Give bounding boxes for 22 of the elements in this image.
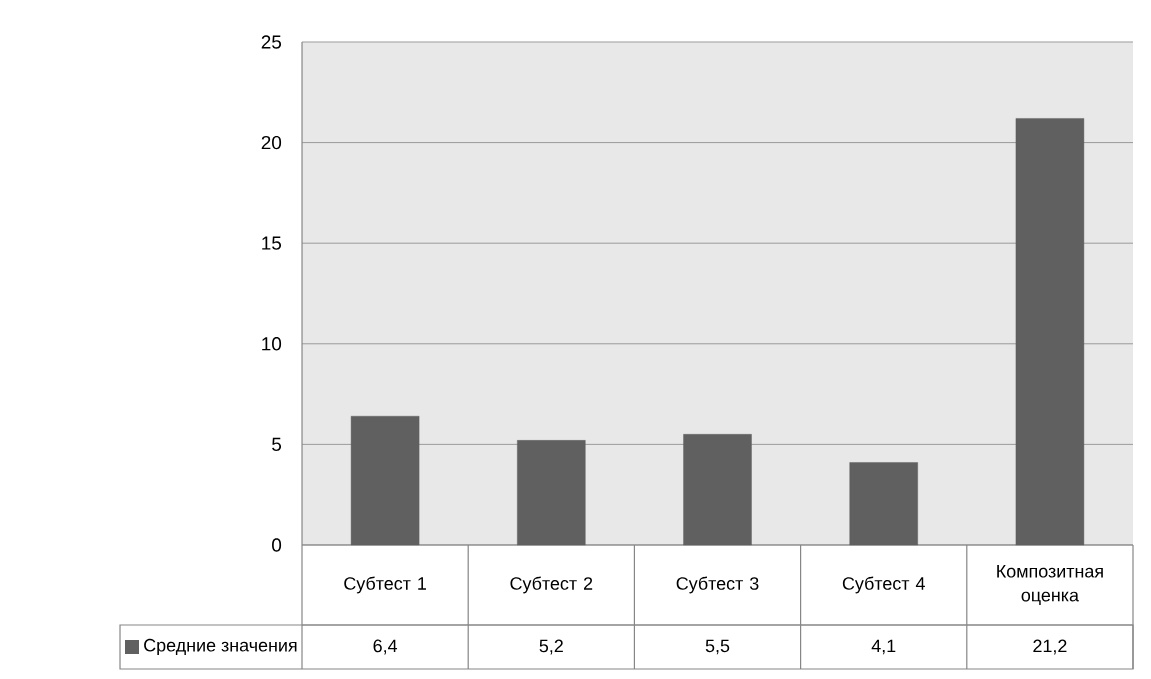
bar (350, 416, 420, 546)
bar (849, 462, 918, 546)
data-label: 21,2 (1033, 639, 1067, 655)
bar (1015, 118, 1085, 546)
legend-label: Средние значения (144, 638, 297, 656)
y-tick-label: 25 (261, 35, 282, 49)
data-label: 5,5 (705, 639, 730, 655)
bar (517, 440, 586, 546)
x-tick-label: Субтест 4 (842, 576, 925, 594)
y-tick-label: 0 (272, 538, 282, 552)
data-label: 6,4 (373, 639, 398, 655)
x-tick-label: Субтест 1 (344, 576, 426, 594)
x-tick-label: Субтест 3 (676, 576, 759, 594)
x-tick-label: Субтест 2 (510, 576, 593, 594)
data-label: 4,1 (871, 639, 896, 655)
data-label: 5,2 (539, 639, 563, 655)
y-tick-label: 10 (262, 337, 282, 351)
y-tick-label: 20 (261, 135, 282, 150)
bar (683, 434, 752, 546)
y-tick-label: 15 (262, 236, 282, 250)
y-tick-label: 5 (272, 437, 282, 451)
x-tick-label: Композитная оценка (997, 565, 1103, 605)
